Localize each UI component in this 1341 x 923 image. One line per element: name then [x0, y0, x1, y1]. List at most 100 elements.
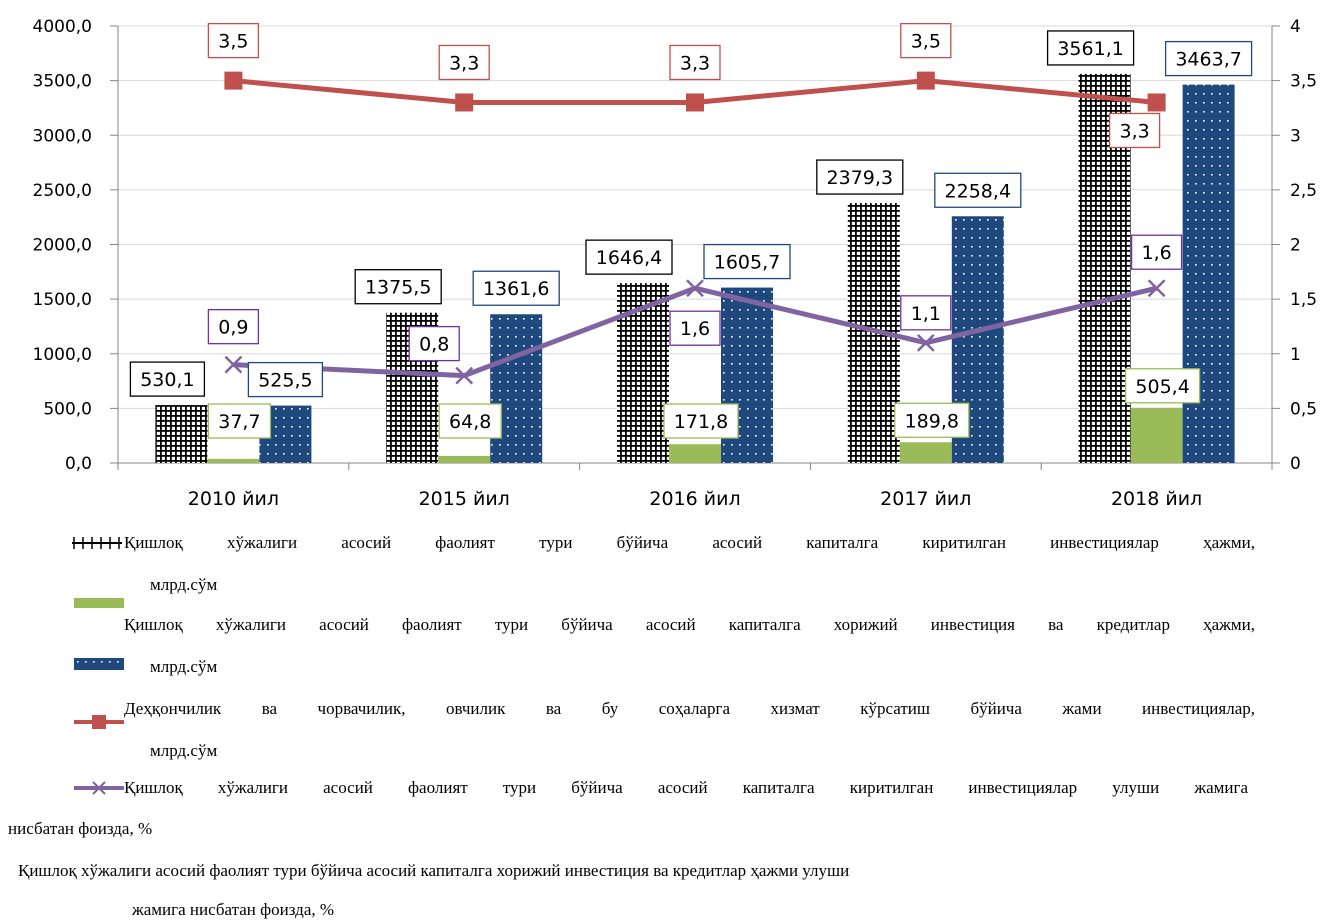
data-label-blue: 3463,7 — [1175, 49, 1241, 71]
marker-x — [224, 355, 243, 374]
x-category-label: 2015 йил — [419, 488, 510, 510]
data-label-purple-box — [207, 309, 260, 345]
bar-2 — [1130, 407, 1183, 463]
data-label-green: 505,4 — [1135, 376, 1189, 398]
data-label-purple-box — [1130, 234, 1183, 270]
data-label-grid: 3561,1 — [1057, 38, 1123, 60]
y-left-tick-label: 0,0 — [65, 454, 92, 474]
bar-3 — [490, 314, 543, 463]
legend-item-4-line-1: Қишлоқ хўжалиги асосий фаолият тури бўйи… — [124, 778, 1248, 797]
data-label-purple: 1,6 — [680, 318, 710, 340]
data-label-purple-box — [408, 325, 460, 362]
axes: 0,0500,01000,01500,02000,02500,03000,035… — [33, 17, 1318, 510]
y-right-tick-label: 2,5 — [1290, 181, 1317, 201]
x-category-label: 2017 йил — [880, 488, 971, 510]
y-left-tick-label: 2500,0 — [33, 181, 92, 201]
bar-2 — [899, 442, 952, 463]
marker-square — [916, 71, 935, 90]
legend-item-3-line-2: млрд.сўм — [150, 741, 218, 760]
legend-item-5-line-2: жамига нисбатан фоизда, % — [132, 900, 335, 919]
data-label-purple-box — [669, 310, 721, 346]
data-label-blue: 2258,4 — [945, 180, 1011, 202]
data-label-blue: 1361,6 — [483, 278, 549, 300]
data-label-red-box — [438, 44, 490, 81]
y-left-tick-label: 1000,0 — [33, 345, 92, 365]
data-label-grid: 1375,5 — [365, 277, 431, 299]
y-left-tick-label: 500,0 — [43, 399, 92, 419]
legend-swatch-red-line — [74, 715, 124, 729]
bar-2 — [438, 455, 491, 463]
data-label-grid-box — [129, 361, 206, 397]
data-label-red: 3,5 — [218, 31, 248, 53]
data-label-green: 171,8 — [674, 411, 728, 433]
data-label-purple-box — [900, 295, 952, 331]
y-right-tick-label: 0 — [1290, 454, 1301, 474]
legend-item-1-line-1: Қишлоқ хўжалиги асосий фаолият тури бўйи… — [124, 533, 1255, 552]
y-right-tick-label: 0,5 — [1290, 399, 1317, 419]
y-left-tick-label: 4000,0 — [33, 17, 92, 37]
x-category-label: 2010 йил — [188, 488, 279, 510]
marker-x — [916, 333, 935, 352]
data-label-red: 3,3 — [449, 52, 479, 74]
legend-item-4-line-2: нисбатан фоизда, % — [8, 819, 153, 838]
bar-2 — [207, 458, 260, 463]
data-label-purple: 0,9 — [218, 317, 248, 339]
data-label-blue-box — [703, 243, 791, 280]
y-left-tick-label: 2000,0 — [33, 236, 92, 256]
bar-2 — [669, 444, 721, 463]
y-right-tick-label: 2 — [1290, 236, 1301, 256]
data-label-green-box — [438, 403, 502, 439]
data-label-blue-box — [472, 270, 560, 306]
y-right-tick-label: 1,5 — [1290, 290, 1317, 310]
y-right-tick-label: 3 — [1290, 126, 1301, 146]
y-left-tick-label: 1500,0 — [33, 290, 92, 310]
data-label-grid-box — [354, 269, 442, 305]
legend-swatch-grid — [72, 537, 122, 549]
combo-chart: 0,0500,01000,01500,02000,02500,03000,035… — [33, 17, 1318, 510]
data-label-grid: 530,1 — [140, 369, 194, 391]
legend-item-2-line-2: млрд.сўм — [150, 657, 218, 676]
marker-x — [686, 279, 704, 298]
y-right-tick-label: 4 — [1290, 17, 1301, 37]
legend-item-3-line-1: Деҳқончилик ва чорвачилик, овчилик ва бу… — [124, 699, 1255, 718]
data-label-purple: 0,8 — [419, 334, 449, 356]
data-label-green: 64,8 — [449, 411, 491, 433]
legend-swatch-purple-line — [74, 781, 124, 795]
marker-square — [686, 93, 704, 112]
x-category-label: 2016 йил — [649, 488, 740, 510]
bar-3 — [1182, 84, 1235, 464]
data-label-red-box — [669, 44, 721, 81]
data-label-blue-box — [247, 361, 324, 398]
data-label-red-box — [207, 22, 260, 59]
lines — [224, 71, 1166, 385]
legend-swatch-green — [74, 598, 124, 608]
data-label-green-box — [663, 403, 739, 439]
marker-square — [1147, 93, 1166, 112]
legend-item-1-line-2: млрд.сўм — [150, 575, 218, 594]
marker-x — [455, 366, 474, 385]
data-label-blue: 1605,7 — [714, 252, 780, 274]
legend-item-2-line-1: Қишлоқ хўжалиги асосий фаолият тури бўйи… — [124, 615, 1255, 634]
data-label-green-box — [894, 402, 970, 438]
data-label-grid-box — [816, 159, 904, 195]
bar-1 — [155, 405, 208, 463]
data-label-blue: 525,5 — [258, 370, 312, 392]
data-label-green: 37,7 — [218, 411, 260, 433]
y-right-tick-label: 1 — [1290, 345, 1301, 365]
data-label-green-box — [207, 403, 272, 439]
marker-square — [224, 71, 243, 90]
data-label-grid: 2379,3 — [827, 167, 893, 189]
y-left-tick-label: 3500,0 — [33, 72, 92, 92]
data-label-green: 189,8 — [905, 410, 959, 432]
data-label-red-box — [1108, 112, 1161, 149]
data-label-blue-box — [934, 172, 1022, 208]
data-label-blue-box — [1164, 40, 1253, 77]
x-category-label: 2018 йил — [1111, 488, 1202, 510]
y-right-tick-label: 3,5 — [1290, 72, 1317, 92]
y-left-tick-label: 3000,0 — [33, 126, 92, 146]
data-label-purple: 1,6 — [1141, 242, 1171, 264]
data-label-red: 3,3 — [680, 52, 710, 74]
data-label-red: 3,5 — [911, 31, 941, 53]
legend-item-5-line-1: Қишлоқ хўжалиги асосий фаолият тури бўйи… — [18, 861, 850, 880]
marker-square — [455, 93, 474, 112]
